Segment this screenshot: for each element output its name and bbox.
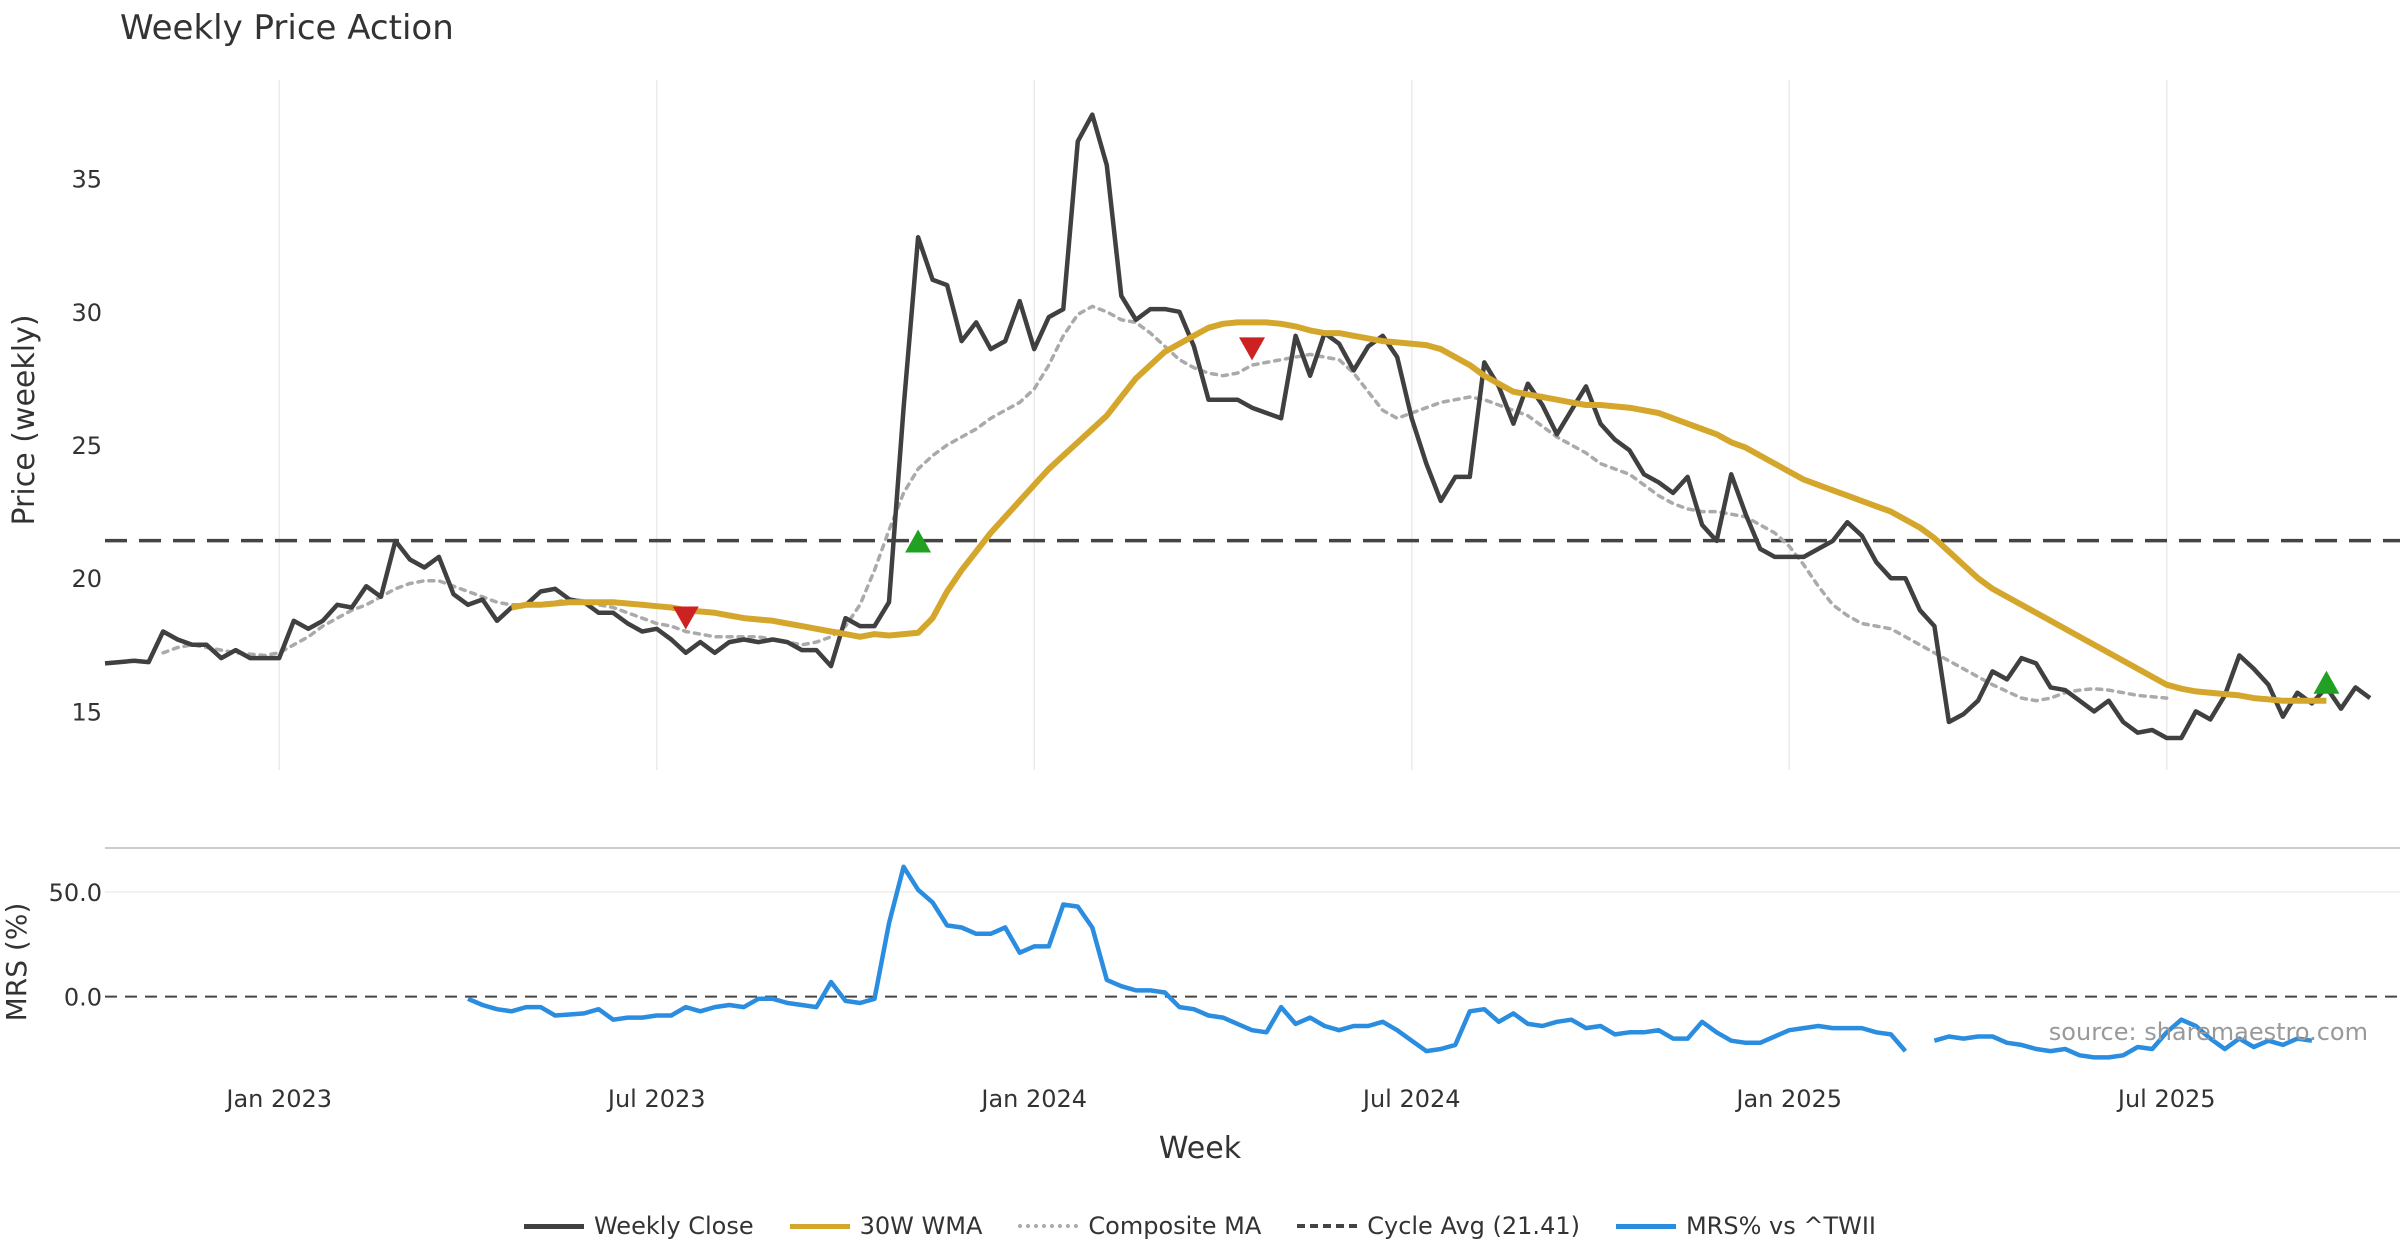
sell-signal-marker xyxy=(1239,337,1266,361)
legend: Weekly Close 30W WMA Composite MA Cycle … xyxy=(0,1212,2400,1240)
x-tick-label: Jul 2025 xyxy=(2116,1085,2216,1113)
chart-title: Weekly Price Action xyxy=(120,8,454,48)
signal-markers xyxy=(672,337,2340,694)
weekly-close-line xyxy=(104,112,2372,741)
legend-swatch xyxy=(789,1223,850,1229)
legend-swatch xyxy=(1018,1224,1079,1228)
series-layer xyxy=(104,112,2372,1060)
x-axis-label: Week xyxy=(1158,1131,1242,1166)
grid-layer xyxy=(105,80,2400,893)
buy-signal-marker xyxy=(905,529,932,553)
mrs-y-axis-label: MRS (%) xyxy=(0,903,33,1022)
wma-30w-line xyxy=(510,319,2327,704)
x-tick-label: Jan 2025 xyxy=(1734,1085,1842,1113)
legend-swatch xyxy=(523,1223,584,1229)
y-tick-label: 50.0 xyxy=(49,879,102,907)
reference-lines xyxy=(105,538,2400,998)
y-tick-label: 0.0 xyxy=(64,984,102,1012)
composite-ma-line xyxy=(161,304,2169,703)
y-tick-label: 15 xyxy=(71,698,102,726)
mrs-line xyxy=(1933,1017,2313,1060)
axis-layer: Jan 2023 Jul 2023 Jan 2024 Jul 2024 Jan 2025… xyxy=(49,166,2216,1113)
mrs-line xyxy=(467,864,1908,1054)
legend-item-30w-wma: 30W WMA xyxy=(789,1212,983,1240)
legend-item-composite-ma: Composite MA xyxy=(1018,1212,1261,1240)
price-y-axis-label: Price (weekly) xyxy=(7,314,42,525)
y-tick-label: 25 xyxy=(71,432,102,460)
sell-signal-marker xyxy=(672,606,699,630)
x-tick-label: Jan 2023 xyxy=(224,1085,332,1113)
legend-swatch xyxy=(1297,1224,1358,1228)
y-tick-label: 35 xyxy=(71,166,102,194)
x-tick-label: Jul 2024 xyxy=(1361,1085,1461,1113)
x-tick-label: Jul 2023 xyxy=(606,1085,706,1113)
legend-label: Weekly Close xyxy=(593,1212,754,1240)
x-tick-label: Jan 2024 xyxy=(979,1085,1087,1113)
y-tick-label: 20 xyxy=(71,565,102,593)
y-tick-label: 30 xyxy=(71,299,102,327)
legend-label: Composite MA xyxy=(1088,1212,1262,1240)
legend-label: 30W WMA xyxy=(859,1212,983,1240)
legend-label: MRS% vs ^TWII xyxy=(1685,1212,1877,1240)
buy-signal-marker xyxy=(2313,670,2340,694)
legend-swatch xyxy=(1615,1223,1676,1229)
source-label: source: sharemaestro.com xyxy=(2048,1018,2368,1046)
legend-item-cycle-avg: Cycle Avg (21.41) xyxy=(1297,1212,1580,1240)
legend-item-mrs: MRS% vs ^TWII xyxy=(1615,1212,1877,1240)
legend-label: Cycle Avg (21.41) xyxy=(1367,1212,1580,1240)
legend-item-weekly-close: Weekly Close xyxy=(523,1212,754,1240)
